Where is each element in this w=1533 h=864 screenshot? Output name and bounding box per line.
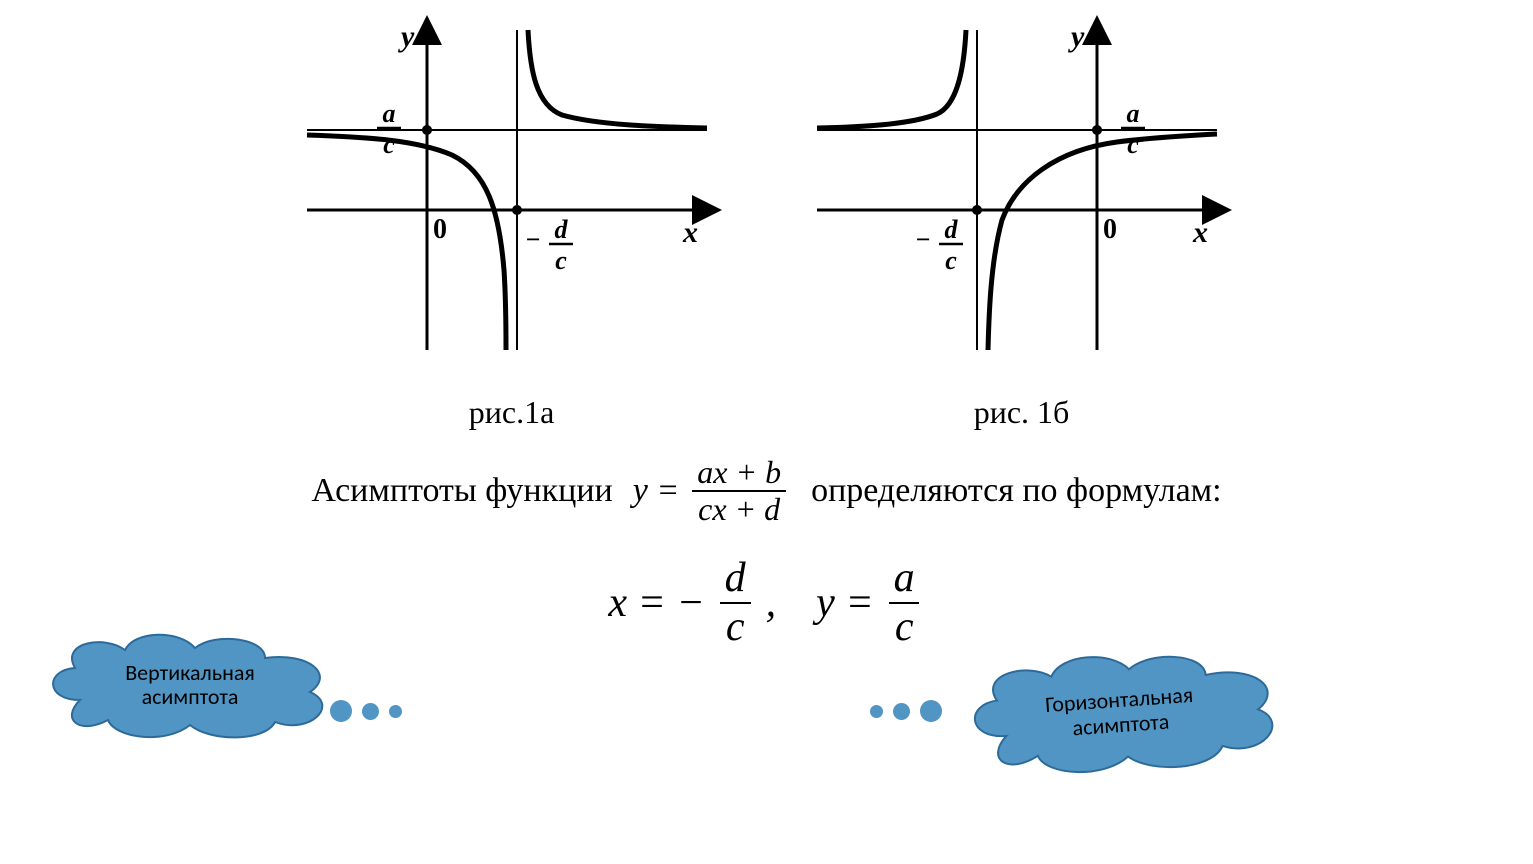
thought-dot [870,705,883,718]
curve-lower [307,135,506,350]
x-fraction: d c [719,555,752,649]
y-axis-label: y [1068,20,1085,53]
x-axis-label: x [682,216,698,249]
dots-left [330,700,402,722]
cloud-horizontal-asymptote: Горизонтальная асимптота [956,639,1284,786]
thought-dot [362,703,379,720]
dot-y-asymp [1092,125,1102,135]
comma: , [766,579,777,627]
graph-a: y x 0 a c − d c [287,10,737,390]
cloud-left-text: Вертикальная асимптота [113,661,267,709]
x-num: d [719,555,752,601]
thought-dot [330,700,352,722]
thought-dot [920,700,942,722]
equation-inline: y = ax + b cx + d [633,455,791,527]
h-asymp-num: a [382,99,395,128]
y-den: c [889,602,920,650]
text-post: определяются по формулам: [811,472,1222,510]
graph-b-caption: рис. 1б [974,394,1070,431]
v-asymp-prefix: − [525,225,541,254]
x-eq: x = − [608,579,704,627]
h-asymp-den: c [1127,130,1139,159]
y-axis-label: y [398,20,415,53]
cloud-left-line1: Вертикальная [125,659,255,686]
h-asymp-den: c [383,130,395,159]
eq-lhs: y = [633,472,680,510]
thought-dot [389,705,402,718]
eq-fraction: ax + b cx + d [691,455,787,527]
text-line: Асимптоты функции y = ax + b cx + d опре… [0,455,1533,527]
graph-a-container: y x 0 a c − d c рис.1а [287,10,737,431]
graph-b-container: y x 0 a c − d c рис. 1б [797,10,1247,431]
eq-num: ax + b [691,455,787,490]
x-axis-label: x [1192,216,1208,249]
graph-a-caption: рис.1а [469,394,555,431]
graphs-row: y x 0 a c − d c рис.1а [0,0,1533,431]
x-den: c [720,602,751,650]
h-asymp-num: a [1126,99,1139,128]
v-asymp-den: c [555,246,567,275]
y-eq: y = [816,579,873,627]
text-pre: Асимптоты функции [311,472,612,510]
cloud-left-line2: асимптота [142,683,239,710]
dot-x-asymp [972,205,982,215]
dot-y-asymp [422,125,432,135]
dot-x-asymp [512,205,522,215]
cloud-vertical-asymptote: Вертикальная асимптота [40,630,340,740]
v-asymp-den: c [945,246,957,275]
v-asymp-num: d [554,215,568,244]
graph-b: y x 0 a c − d c [797,10,1247,390]
curve-upper [528,30,707,128]
thought-dot [893,703,910,720]
curve-upper [817,30,966,128]
origin-label: 0 [433,214,447,245]
eq-den: cx + d [692,490,786,527]
y-fraction: a c [888,555,921,649]
v-asymp-num: d [944,215,958,244]
origin-label: 0 [1103,214,1117,245]
v-asymp-prefix: − [915,225,931,254]
y-num: a [888,555,921,601]
dots-right [870,700,942,722]
